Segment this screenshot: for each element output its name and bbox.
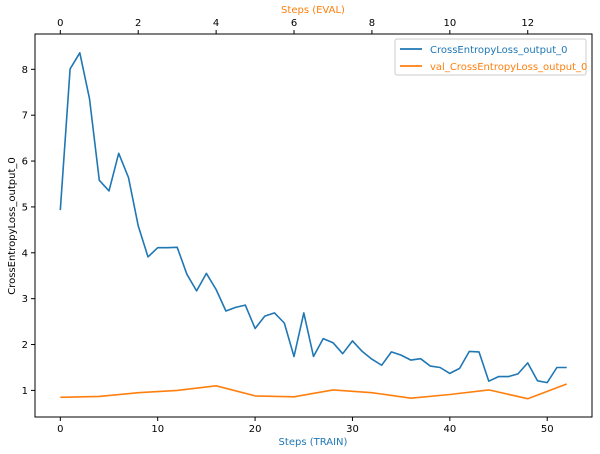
eval-loss-line	[60, 383, 567, 400]
train-loss-line	[59, 51, 567, 384]
legend-label-train: CrossEntropyLoss_output_0	[430, 45, 568, 56]
y-tick-label: 8	[22, 65, 28, 76]
x-tick-label: 50	[541, 424, 554, 435]
x-axis-title: Steps (TRAIN)	[279, 437, 348, 448]
x2-axis-title: Steps (EVAL)	[281, 5, 345, 16]
y-tick-label: 3	[22, 294, 28, 305]
x-tick-label: 10	[151, 424, 164, 435]
y-tick-label: 1	[22, 386, 28, 397]
y-tick-label: 4	[22, 248, 28, 259]
x-tick-label: 30	[346, 424, 359, 435]
legend-box	[394, 38, 587, 76]
x-tick-label: 20	[249, 424, 262, 435]
y-axis-title: CrossEntropyLoss_output_0	[7, 157, 18, 295]
x2-tick-label: 12	[521, 18, 534, 29]
x2-tick-label: 4	[213, 18, 219, 29]
x2-tick-label: 0	[57, 18, 63, 29]
y-tick-label: 2	[22, 340, 28, 351]
x2-tick-label: 10	[443, 18, 456, 29]
y-tick-label: 5	[22, 202, 28, 213]
x-tick-label: 0	[57, 424, 63, 435]
plot-area	[34, 33, 593, 418]
y-tick-label: 6	[22, 157, 28, 168]
x-tick-label: 40	[443, 424, 456, 435]
series-layer	[59, 51, 567, 400]
x2-tick-label: 2	[135, 18, 141, 29]
y-tick-label: 7	[22, 111, 28, 122]
legend-label-eval: val_CrossEntropyLoss_output_0	[430, 62, 587, 73]
x2-tick-label: 8	[369, 18, 375, 29]
x2-tick-label: 6	[291, 18, 297, 29]
legend: CrossEntropyLoss_output_0 val_CrossEntro…	[394, 38, 587, 76]
